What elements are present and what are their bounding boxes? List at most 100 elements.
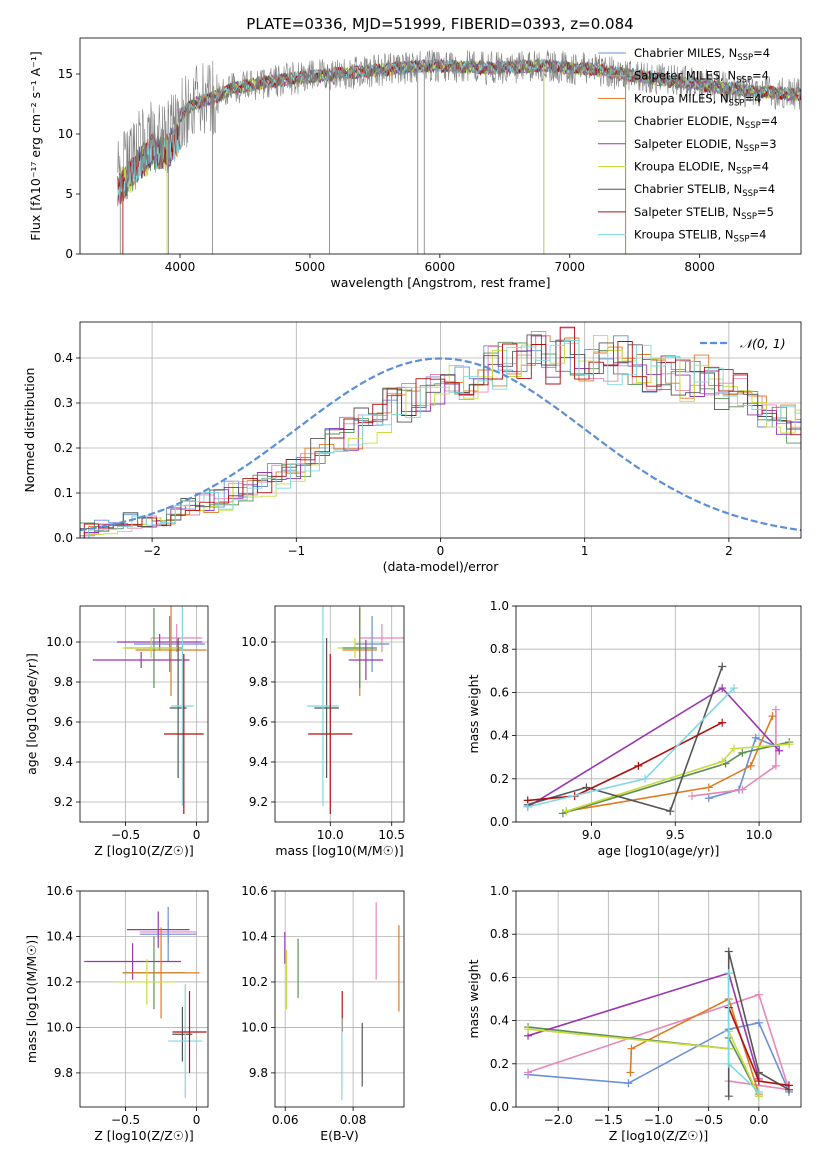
legend-entry-count: =4: [752, 160, 769, 174]
legend-entry-name: Chabrier MILES, N: [634, 46, 737, 60]
weight-marker: [785, 740, 794, 749]
legend-entry-subscript: SSP: [745, 121, 761, 131]
axes-frame: [79, 37, 802, 255]
y-tick-label: 10.2: [46, 975, 73, 989]
weight-series-line: [566, 715, 774, 812]
y-tick-label: 0.6: [490, 685, 509, 699]
weight-marker: [524, 1025, 533, 1034]
y-tick-label: 9.2: [249, 795, 268, 809]
x-tick-label: 10.0: [317, 828, 344, 842]
histogram-step: [80, 334, 801, 538]
legend-entry-count: =4: [753, 46, 770, 60]
x-axis-label: Z [log10(Z/Z☉)]: [609, 1128, 709, 1143]
gridlines: [516, 605, 801, 823]
weight-marker: [746, 761, 755, 770]
x-tick-label: −0.5: [111, 1113, 140, 1127]
weight-marker: [751, 733, 760, 742]
y-tick-label: 10.6: [46, 884, 73, 898]
mass_vs_ebv-axes: 0.06 0.08 9.8 10.0 10.2 10.4 10.6 E(B-V): [241, 884, 405, 1143]
legend-entry-count: =5: [757, 205, 774, 219]
weight-marker: [704, 794, 713, 803]
y-tick-label: 9.8: [54, 1066, 73, 1080]
legend-entry-subscript: SSP: [736, 167, 752, 177]
y-tick-label: 10.0: [46, 1020, 73, 1034]
y-tick-label: 9.6: [249, 715, 268, 729]
weight-marker: [634, 761, 643, 770]
legend-entry-count: =3: [760, 137, 777, 151]
weight-marker: [724, 969, 733, 978]
legend-entry: Salpeter ELODIE, NSSP=3: [634, 137, 777, 154]
weight-marker: [738, 785, 747, 794]
y-tick-label: 0.4: [490, 1014, 509, 1028]
x-tick-label: 7000: [554, 260, 585, 274]
weight_vs_age-axes: 9.0 9.5 10.0 0.0 0.2 0.4 0.6 0.8 1.0 age [log10(a…: [466, 599, 802, 858]
x-tick-label: 2: [725, 544, 733, 558]
weight-marker: [771, 705, 780, 714]
x-tick-label: 0.0: [749, 1113, 768, 1127]
histogram-step: [88, 335, 801, 538]
legend-entry-subscript: SSP: [737, 53, 753, 63]
axes-frame: [79, 321, 802, 539]
y-tick-label: 10: [58, 127, 73, 141]
y-tick-label: 10.0: [241, 635, 268, 649]
x-tick-label: 5000: [295, 260, 326, 274]
gridlines: [275, 890, 404, 1107]
weight-series-line: [708, 736, 777, 799]
x-axis-label: (data-model)/error: [383, 559, 500, 574]
x-tick-label: 10.5: [378, 828, 405, 842]
legend-entry-name: Salpeter STELIB, N: [634, 205, 741, 219]
weight-series-line: [527, 993, 791, 1091]
x-tick-label: 1: [581, 544, 589, 558]
y-tick-label: 0.4: [490, 729, 509, 743]
weight-marker: [718, 718, 727, 727]
y-tick-label: 0.8: [490, 642, 509, 656]
weight-marker: [771, 761, 780, 770]
weight-marker: [724, 1092, 733, 1101]
x-axis-label: E(B-V): [320, 1128, 359, 1143]
legend-entry-name: Chabrier STELIB, N: [634, 182, 742, 196]
age_vs_Z-axes: −0.5 0 9.2 9.4 9.6 9.8 10.0 Z [log10(Z/Z☉)] age …: [24, 605, 209, 858]
y-tick-label: 10.2: [241, 975, 268, 989]
y-tick-label: 0.0: [490, 1100, 509, 1114]
weight-marker: [738, 748, 747, 757]
x-axis-label: age [log10(age/yr)]: [598, 843, 720, 858]
y-tick-label: 9.8: [249, 675, 268, 689]
x-tick-label: 0.06: [272, 1113, 299, 1127]
y-tick-label: 0.3: [54, 396, 73, 410]
y-axis-label: Normed distribution: [22, 368, 37, 493]
y-axis-label: age [log10(age/yr)]: [24, 653, 39, 775]
weight_vs_Z-axes: −2.0 −1.5 −1.0 −0.5 0.0 0.0 0.2 0.4 0.6 0.8 1.0 Z […: [466, 884, 802, 1143]
x-tick-label: 9.5: [666, 828, 685, 842]
legend-entry-subscript: SSP: [742, 189, 758, 199]
plot-area: [306, 606, 404, 814]
y-tick-label: 0.4: [54, 351, 73, 365]
x-tick-label: 9.0: [582, 828, 601, 842]
y-tick-label: 10.6: [241, 884, 268, 898]
x-tick-label: −1: [287, 544, 305, 558]
weight-series-line: [566, 743, 790, 812]
weight-marker: [754, 1077, 763, 1086]
legend-entry: Salpeter STELIB, NSSP=5: [634, 205, 774, 222]
plot-area: [117, 49, 801, 254]
x-axis-label: mass [log10(M/M☉)]: [275, 843, 403, 858]
x-tick-label: 0.08: [340, 1113, 367, 1127]
x-tick-label: 0: [193, 1113, 201, 1127]
x-tick-label: −0.5: [694, 1113, 723, 1127]
plot-area: [84, 906, 207, 1098]
histogram-step: [88, 335, 801, 538]
x-axis-label: wavelength [Angstrom, rest frame]: [330, 275, 550, 290]
weight-marker: [626, 1068, 635, 1077]
legend-entry-count: =4: [761, 114, 778, 128]
y-tick-label: 9.8: [249, 1066, 268, 1080]
y-tick-label: 9.8: [54, 675, 73, 689]
legend-entry-subscript: SSP: [736, 76, 752, 86]
x-axis-label: Z [log10(Z/Z☉)]: [94, 1128, 194, 1143]
y-tick-label: 9.4: [54, 755, 73, 769]
weight-marker: [768, 712, 777, 721]
y-tick-label: 1.0: [490, 884, 509, 898]
y-tick-label: 0.8: [490, 927, 509, 941]
legend-entry-subscript: SSP: [734, 235, 750, 245]
y-tick-label: 9.2: [54, 795, 73, 809]
y-tick-label: 9.6: [54, 715, 73, 729]
weight-marker: [724, 1059, 733, 1068]
